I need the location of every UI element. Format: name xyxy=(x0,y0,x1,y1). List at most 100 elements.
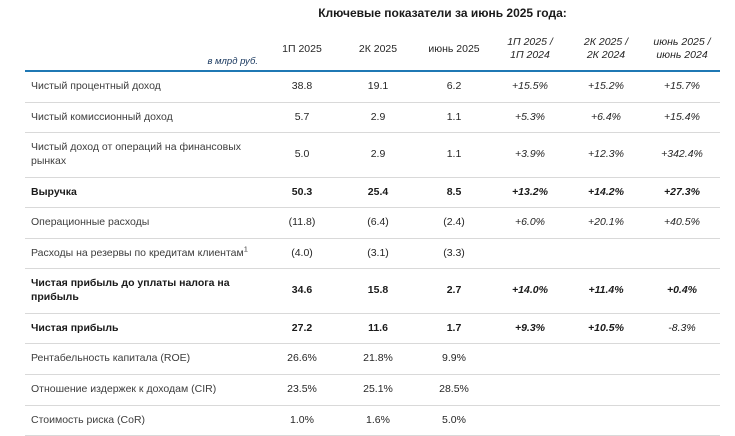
row-label: Чистая прибыль xyxy=(25,313,264,345)
change-cell: +15.2% xyxy=(568,71,644,103)
ratio-line-1: 2К 2025 / xyxy=(583,35,629,48)
change-cell: +0.4% xyxy=(644,268,720,314)
value-cell: 5.0% xyxy=(416,405,492,436)
value-cell: 28.5% xyxy=(416,374,492,406)
value-cell: 11.6 xyxy=(340,313,416,345)
change-cell xyxy=(568,405,644,436)
change-cell: +10.5% xyxy=(568,313,644,345)
change-cell: +40.5% xyxy=(644,207,720,239)
change-cell: +12.3% xyxy=(568,132,644,178)
change-cell xyxy=(644,343,720,376)
value-cell: (3.1) xyxy=(340,238,416,270)
change-cell xyxy=(492,374,568,406)
ratio-line-1: 1П 2025 / xyxy=(507,35,553,48)
change-cell xyxy=(568,238,644,270)
table-row: Чистый комиссионный доход 5.7 2.9 1.1 +5.3% +… xyxy=(25,102,720,134)
change-cell: +3.9% xyxy=(492,132,568,178)
change-cell xyxy=(644,405,720,436)
table-row: Рентабельность капитала (ROE) 26.6% 21.8% 9… xyxy=(25,343,720,376)
column-header-2k2025: 2К 2025 xyxy=(340,30,416,72)
change-cell: -8.3% xyxy=(644,313,720,345)
change-cell: +20.1% xyxy=(568,207,644,239)
row-label: Чистый комиссионный доход xyxy=(25,102,264,134)
table-row: Операционные расходы (11.8) (6.4) (2.4) +6.0… xyxy=(25,207,720,239)
value-cell: (3.3) xyxy=(416,238,492,270)
change-cell: +6.4% xyxy=(568,102,644,134)
column-header-june-ratio: июнь 2025 / июнь 2024 xyxy=(644,30,720,72)
value-cell: (6.4) xyxy=(340,207,416,239)
change-cell xyxy=(492,405,568,436)
value-cell: 5.7 xyxy=(264,102,340,134)
change-cell xyxy=(492,238,568,270)
value-cell: 2.9 xyxy=(340,102,416,134)
table-header: в млрд руб. 1П 2025 2К 2025 июнь 2025 1П… xyxy=(25,30,720,72)
value-cell: 34.6 xyxy=(264,268,340,314)
row-label: Отношение издержек к доходам (CIR) xyxy=(25,374,264,406)
row-label: Стоимость риска (CoR) xyxy=(25,405,264,436)
value-cell: (4.0) xyxy=(264,238,340,270)
footnote-marker: 1 xyxy=(243,244,248,254)
value-cell: (2.4) xyxy=(416,207,492,239)
value-cell: 1.1 xyxy=(416,132,492,178)
change-cell: +27.3% xyxy=(644,177,720,209)
value-cell: 23.5% xyxy=(264,374,340,406)
column-header-1p2025: 1П 2025 xyxy=(264,30,340,72)
row-label: Чистый процентный доход xyxy=(25,71,264,103)
value-cell: 1.1 xyxy=(416,102,492,134)
change-cell: +5.3% xyxy=(492,102,568,134)
page-title: Ключевые показатели за июнь 2025 года: xyxy=(318,6,567,20)
table-row: Расходы на резервы по кредитам клиентам1… xyxy=(25,238,720,270)
table-row: Отношение издержек к доходам (CIR) 23.5% 2… xyxy=(25,374,720,406)
column-header-1p-ratio: 1П 2025 / 1П 2024 xyxy=(492,30,568,72)
value-cell: 1.7 xyxy=(416,313,492,345)
row-label: Расходы на резервы по кредитам клиентам1 xyxy=(25,238,264,270)
value-cell: 27.2 xyxy=(264,313,340,345)
row-label: Выручка xyxy=(25,177,264,209)
value-cell: 1.0% xyxy=(264,405,340,436)
ratio-line-2: 2К 2024 xyxy=(586,49,626,61)
table-body: Чистый процентный доход 38.8 19.1 6.2 +15.5%… xyxy=(25,71,720,436)
table-row: Чистая прибыль 27.2 11.6 1.7 +9.3% +10.5% -8.3… xyxy=(25,313,720,345)
change-cell xyxy=(568,374,644,406)
value-cell: 6.2 xyxy=(416,71,492,103)
ratio-line-1: июнь 2025 / xyxy=(653,35,711,48)
change-cell: +15.5% xyxy=(492,71,568,103)
change-cell: +11.4% xyxy=(568,268,644,314)
change-cell xyxy=(568,343,644,376)
table-row: Стоимость риска (CoR) 1.0% 1.6% 5.0% xyxy=(25,405,720,436)
value-cell: 8.5 xyxy=(416,177,492,209)
row-label: Чистая прибыль до уплаты налога на прибы… xyxy=(25,268,264,314)
ratio-line-2: 1П 2024 xyxy=(510,49,550,61)
change-cell xyxy=(644,238,720,270)
value-cell: 38.8 xyxy=(264,71,340,103)
value-cell: (11.8) xyxy=(264,207,340,239)
value-cell: 9.9% xyxy=(416,343,492,376)
value-cell: 19.1 xyxy=(340,71,416,103)
row-label: Чистый доход от операций на финансовых р… xyxy=(25,132,264,178)
column-header-june2025: июнь 2025 xyxy=(416,30,492,72)
change-cell: +9.3% xyxy=(492,313,568,345)
change-cell: +14.0% xyxy=(492,268,568,314)
change-cell: +342.4% xyxy=(644,132,720,178)
value-cell: 50.3 xyxy=(264,177,340,209)
row-label: Операционные расходы xyxy=(25,207,264,239)
value-cell: 21.8% xyxy=(340,343,416,376)
value-cell: 15.8 xyxy=(340,268,416,314)
value-cell: 1.6% xyxy=(340,405,416,436)
change-cell: +15.7% xyxy=(644,71,720,103)
change-cell: +13.2% xyxy=(492,177,568,209)
value-cell: 5.0 xyxy=(264,132,340,178)
value-cell: 25.4 xyxy=(340,177,416,209)
change-cell: +14.2% xyxy=(568,177,644,209)
table-row: Чистый процентный доход 38.8 19.1 6.2 +15.5%… xyxy=(25,71,720,103)
value-cell: 2.7 xyxy=(416,268,492,314)
change-cell xyxy=(492,343,568,376)
key-indicators-table: в млрд руб. 1П 2025 2К 2025 июнь 2025 1П… xyxy=(25,30,720,436)
ratio-line-2: июнь 2024 xyxy=(656,49,708,61)
table-row: Чистая прибыль до уплаты налога на прибы… xyxy=(25,268,720,314)
unit-label: в млрд руб. xyxy=(25,30,264,72)
table-row: Чистый доход от операций на финансовых р… xyxy=(25,132,720,178)
change-cell: +6.0% xyxy=(492,207,568,239)
row-label: Рентабельность капитала (ROE) xyxy=(25,343,264,376)
change-cell: +15.4% xyxy=(644,102,720,134)
